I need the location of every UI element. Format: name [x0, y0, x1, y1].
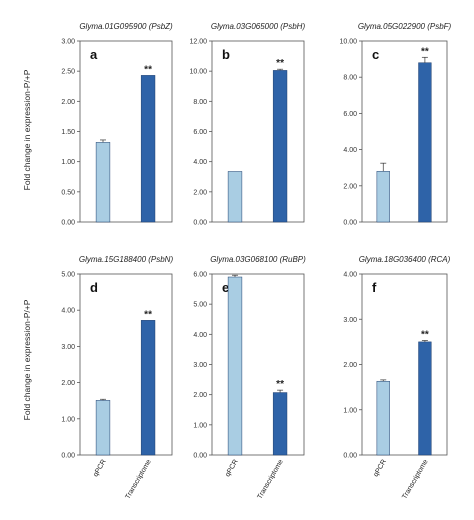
significance-marker: **	[421, 330, 429, 341]
y-axis-label-bottom: Fold change in expression-P/+P	[22, 299, 32, 420]
y-tick-label: 10.00	[339, 39, 357, 46]
x-tick-label: Transcriptome	[257, 458, 285, 500]
y-tick-label: 3.00	[193, 362, 207, 369]
panel-f: Glyma.18G036400 (RCA) f 0.00 1.00 2.00 3.00 4.…	[343, 255, 450, 501]
bar-qpcr	[95, 400, 111, 456]
plot-frame	[79, 40, 173, 223]
y-tick-label: 4.00	[193, 159, 207, 166]
y-tick-label: 5.00	[193, 302, 207, 309]
y-tick-label: 3.00	[343, 317, 357, 324]
y-tick-label: 6.00	[193, 272, 207, 279]
significance-marker: **	[421, 46, 429, 57]
panel-title: Glyma.01G095900 (PsbZ)	[79, 22, 173, 31]
panel-a: Glyma.01G095900 (PsbZ) a 0.00 0.50 1.00 1.50 2…	[61, 22, 173, 227]
panel-c: Glyma.05G022900 (PsbF) c 0.00 2.00 4.00 6.00 8…	[339, 22, 451, 227]
panel-title: Glyma.03G065000 (PsbH)	[211, 22, 306, 31]
x-tick-label: qPCR	[224, 459, 239, 479]
y-tick-label: 3.00	[61, 39, 75, 46]
y-tick-label: 3.00	[61, 344, 75, 351]
y-tick-label: 2.00	[61, 99, 75, 106]
y-tick-label: 6.00	[343, 111, 357, 118]
y-axis-label-top: Fold change in expression-P/+P	[22, 69, 32, 190]
significance-marker: **	[144, 64, 152, 75]
y-tick-label: 1.00	[61, 159, 75, 166]
y-tick-label: 4.00	[343, 272, 357, 279]
significance-marker: **	[144, 309, 152, 320]
plot-frame	[211, 40, 305, 223]
y-tick-label: 0.00	[193, 453, 207, 460]
significance-marker: **	[276, 58, 284, 69]
bar-qpcr	[376, 380, 390, 456]
y-tick-label: 10.00	[189, 69, 207, 76]
y-tick-label: 5.00	[61, 272, 75, 279]
y-tick-label: 1.50	[61, 129, 75, 136]
bar-transcriptome	[272, 70, 288, 223]
plot-frame	[79, 273, 173, 456]
bar-transcriptome	[272, 392, 288, 456]
y-tick-label: 1.00	[61, 416, 75, 423]
panel-d: Glyma.15G188400 (PsbN) d 0.00 1.00 2.00 3.00 4…	[61, 255, 173, 501]
x-tick-label: Transcriptome	[401, 458, 429, 500]
bar-transcriptome	[140, 75, 156, 223]
bar-qpcr	[376, 171, 390, 223]
y-tick-label: 0.00	[343, 453, 357, 460]
panel-letter: f	[372, 280, 377, 295]
x-tick-label: qPCR	[373, 459, 388, 479]
x-tick-label: Transcriptome	[125, 458, 153, 500]
y-tick-label: 4.00	[343, 147, 357, 154]
bar-transcriptome	[140, 320, 156, 456]
plot-frame	[361, 40, 448, 223]
x-tick-label: qPCR	[92, 459, 107, 479]
y-tick-label: 2.50	[61, 69, 75, 76]
y-tick-label: 12.00	[189, 39, 207, 46]
panel-title: Glyma.05G022900 (PsbF)	[358, 22, 452, 31]
y-tick-label: 8.00	[193, 99, 207, 106]
panel-letter: b	[222, 47, 230, 62]
y-tick-label: 4.00	[193, 332, 207, 339]
panel-title: Glyma.03G068100 (RuBP)	[210, 255, 306, 264]
panel-letter: d	[90, 280, 98, 295]
y-tick-label: 0.50	[61, 189, 75, 196]
bar-qpcr	[95, 142, 111, 223]
bar-transcriptome	[418, 62, 432, 223]
bar-qpcr	[227, 171, 243, 223]
y-tick-label: 1.00	[343, 407, 357, 414]
panel-e: Glyma.03G068100 (RuBP) e 0.00 1.00 2.00 3.00 4…	[193, 255, 306, 501]
y-tick-label: 1.00	[193, 422, 207, 429]
y-tick-label: 2.00	[343, 183, 357, 190]
panel-letter: a	[90, 47, 98, 62]
y-tick-label: 2.00	[61, 380, 75, 387]
y-tick-label: 2.00	[193, 189, 207, 196]
panel-title: Glyma.15G188400 (PsbN)	[79, 255, 174, 264]
y-tick-label: 6.00	[193, 129, 207, 136]
plot-frame	[361, 273, 448, 456]
panel-title: Glyma.18G036400 (RCA)	[359, 255, 451, 264]
panel-letter: c	[372, 47, 379, 62]
chart-panels: Glyma.01G095900 (PsbZ) a 0.00 0.50 1.00 1.50 2…	[61, 22, 451, 501]
y-tick-label: 0.00	[193, 220, 207, 227]
bar-transcriptome	[418, 341, 432, 456]
y-tick-label: 2.00	[193, 392, 207, 399]
y-tick-label: 0.00	[343, 220, 357, 227]
bar-qpcr	[227, 276, 243, 456]
y-tick-label: 0.00	[61, 220, 75, 227]
y-tick-label: 4.00	[61, 308, 75, 315]
panel-letter: e	[222, 280, 229, 295]
y-tick-label: 2.00	[343, 362, 357, 369]
panel-b: Glyma.03G065000 (PsbH) b 0.00 2.00 4.00 6.00 8…	[189, 22, 305, 227]
significance-marker: **	[276, 379, 284, 390]
y-tick-label: 0.00	[61, 453, 75, 460]
y-tick-label: 8.00	[343, 75, 357, 82]
plot-frame	[211, 273, 305, 456]
